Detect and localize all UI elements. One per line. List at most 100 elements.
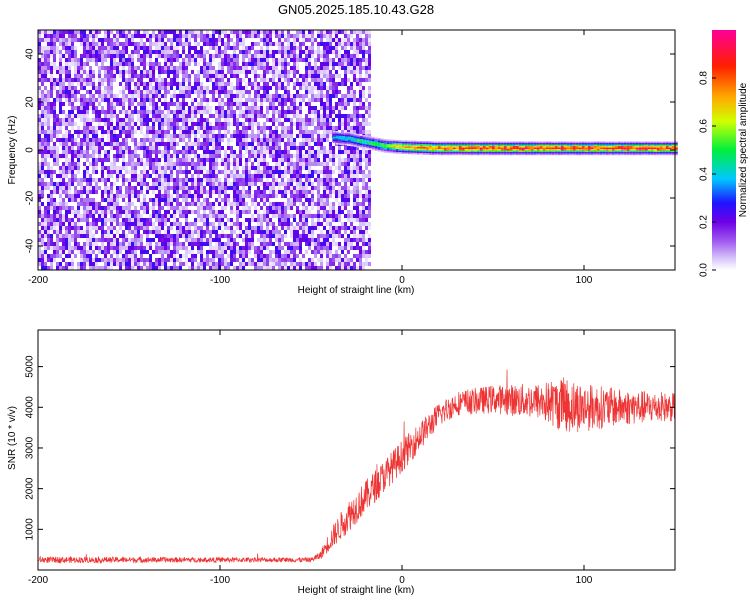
spectrogram-cell	[53, 122, 56, 126]
spectrogram-cell	[71, 102, 74, 106]
spectrogram-cell	[269, 210, 272, 214]
spectrogram-cell	[89, 130, 92, 134]
spectrogram-cell	[89, 50, 92, 54]
spectrogram-cell	[323, 238, 326, 242]
spectrogram-cell	[50, 38, 53, 42]
spectrogram-cell	[170, 238, 173, 242]
spectrogram-cell	[62, 162, 65, 166]
spectrogram-cell	[146, 98, 149, 102]
spectrogram-cell	[311, 130, 314, 134]
spectrogram-cell	[56, 78, 59, 82]
spectrogram-cell	[122, 118, 125, 122]
spectrogram-cell	[128, 210, 131, 214]
spectrogram-cell	[296, 82, 299, 86]
spectrogram-cell	[281, 106, 284, 110]
spectrogram-cell	[323, 70, 326, 74]
spectrogram-cell	[254, 154, 257, 158]
spectrogram-cell	[236, 98, 239, 102]
spectrogram-cell	[206, 66, 209, 70]
spectrogram-cell	[80, 110, 83, 114]
spectrogram-cell	[44, 138, 47, 142]
spectrogram-cell	[44, 102, 47, 106]
spectrogram-cell	[56, 118, 59, 122]
spectrogram-cell	[62, 170, 65, 174]
spectrogram-cell	[101, 222, 104, 226]
spectrogram-cell	[272, 206, 275, 210]
spectrogram-cell	[281, 178, 284, 182]
spectrogram-cell	[251, 82, 254, 86]
spectrogram-cell	[47, 130, 50, 134]
spectrogram-cell	[116, 98, 119, 102]
spectrogram-cell	[89, 66, 92, 70]
spectrogram-cell	[299, 34, 302, 38]
spectrogram-cell	[188, 266, 191, 270]
spectrogram-cell	[185, 238, 188, 242]
spectrogram-cell	[53, 246, 56, 250]
spectrogram-cell	[209, 166, 212, 170]
spectrogram-cell	[185, 170, 188, 174]
spectrogram-cell	[254, 198, 257, 202]
spectrogram-cell	[239, 90, 242, 94]
spectrogram-cell	[47, 98, 50, 102]
spectrogram-cell	[266, 98, 269, 102]
spectrogram-cell	[155, 210, 158, 214]
spectrogram-cell	[137, 194, 140, 198]
spectrogram-cell	[179, 62, 182, 66]
spectrogram-cell	[317, 178, 320, 182]
spectrogram-cell	[245, 110, 248, 114]
spectrogram-cell	[158, 138, 161, 142]
spectrogram-cell	[68, 166, 71, 170]
spectrogram-cell	[44, 154, 47, 158]
spectrogram-cell	[59, 50, 62, 54]
spectrogram-cell	[335, 74, 338, 78]
spectrogram-cell	[338, 170, 341, 174]
spectrogram-cell	[293, 34, 296, 38]
spectrogram-cell	[296, 30, 299, 34]
spectrogram-cell	[311, 262, 314, 266]
spectrogram-cell	[101, 194, 104, 198]
spectrogram-cell	[233, 250, 236, 254]
spectrogram-cell	[314, 250, 317, 254]
spectrogram-cell	[329, 226, 332, 230]
spectrogram-cell	[152, 78, 155, 82]
spectrogram-cell	[131, 66, 134, 70]
spectrogram-cell	[296, 238, 299, 242]
spectrogram-cell	[215, 226, 218, 230]
spectrogram-cell	[89, 214, 92, 218]
spectrogram-cell	[41, 78, 44, 82]
spectrogram-cell	[227, 226, 230, 230]
spectrogram-cell	[332, 154, 335, 158]
spectrogram-cell	[278, 230, 281, 234]
spectrogram-cell	[56, 218, 59, 222]
spectrogram-cell	[296, 162, 299, 166]
spectrogram-cell	[77, 262, 80, 266]
spectrogram-cell	[173, 126, 176, 130]
spectrogram-cell	[341, 198, 344, 202]
spectrogram-cell	[185, 262, 188, 266]
spectrogram-cell	[326, 50, 329, 54]
spectrogram-cell	[347, 178, 350, 182]
spectrogram-cell	[71, 178, 74, 182]
spectrogram-cell	[344, 46, 347, 50]
spectrogram-cell	[44, 78, 47, 82]
spectrogram-cell	[71, 58, 74, 62]
spectrogram-cell	[206, 42, 209, 46]
spectrogram-cell	[215, 86, 218, 90]
spectrogram-cell	[254, 110, 257, 114]
spectrogram-cell	[224, 46, 227, 50]
spectrogram-cell	[263, 82, 266, 86]
spectrogram-cell	[161, 150, 164, 154]
spectrogram-cell	[92, 250, 95, 254]
spectrogram-cell	[86, 198, 89, 202]
spectrogram-cell	[344, 246, 347, 250]
spectrogram-cell	[50, 106, 53, 110]
spectrogram-cell	[65, 146, 68, 150]
spectrogram-cell	[200, 106, 203, 110]
spectrogram-cell	[248, 262, 251, 266]
spectrogram-cell	[161, 66, 164, 70]
spectrogram-cell	[293, 254, 296, 258]
spectrogram-cell	[326, 174, 329, 178]
spectrogram-cell	[317, 86, 320, 90]
spectrogram-cell	[236, 82, 239, 86]
spectrogram-cell	[233, 46, 236, 50]
